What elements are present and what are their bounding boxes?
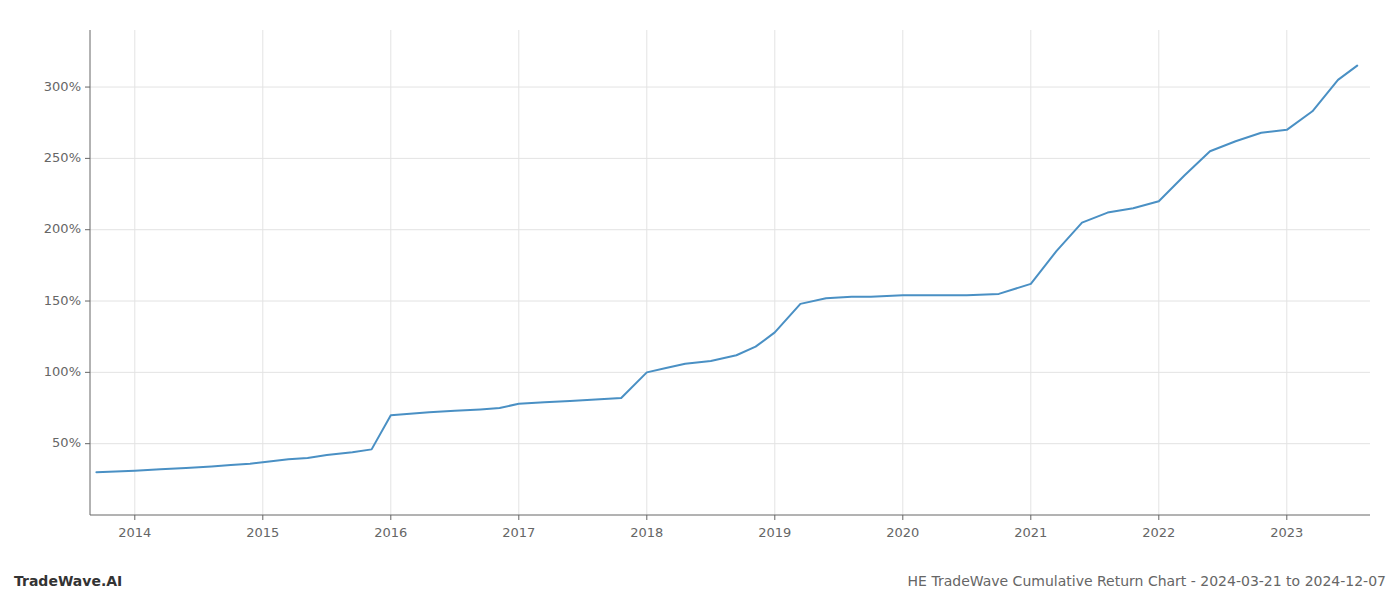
x-grid-line xyxy=(646,30,647,515)
y-tick xyxy=(85,87,90,88)
y-tick xyxy=(85,301,90,302)
page: {"chart_data": { "type": "line", "title"… xyxy=(0,0,1400,600)
x-grid-line xyxy=(774,30,775,515)
y-grid-line xyxy=(90,229,1370,230)
x-tick-label: 2017 xyxy=(502,525,535,540)
x-tick xyxy=(1158,515,1159,520)
y-tick-label: 50% xyxy=(52,435,81,450)
y-grid-line xyxy=(90,87,1370,88)
plot-area xyxy=(96,66,1357,473)
x-tick-label: 2023 xyxy=(1270,525,1303,540)
y-grid-line xyxy=(90,443,1370,444)
axes: 50% 100% 150% 200% 250% 300% 2014 2015 2016 2017 2… xyxy=(44,30,1370,540)
x-tick xyxy=(774,515,775,520)
x-tick-label: 2019 xyxy=(758,525,791,540)
y-grid-line xyxy=(90,372,1370,373)
y-tick xyxy=(85,372,90,373)
x-tick-label: 2016 xyxy=(374,525,407,540)
texts: TradeWave.AI HE TradeWave Cumulative Retu… xyxy=(14,573,1386,589)
y-tick-label: 250% xyxy=(44,150,81,165)
chart: 50% 100% 150% 200% 250% 300% 2014 2015 2016 2017 2… xyxy=(0,0,1400,600)
x-tick xyxy=(1030,515,1031,520)
x-grid-line xyxy=(262,30,263,515)
x-grid-line xyxy=(1158,30,1159,515)
x-axis-line xyxy=(90,515,1370,516)
x-tick-label: 2020 xyxy=(886,525,919,540)
x-tick xyxy=(262,515,263,520)
x-tick-label: 2015 xyxy=(246,525,279,540)
y-tick-label: 100% xyxy=(44,364,81,379)
x-grid-line xyxy=(390,30,391,515)
y-tick xyxy=(85,229,90,230)
return-line xyxy=(96,66,1357,473)
y-grid-line xyxy=(90,301,1370,302)
title: HE TradeWave Cumulative Return Chart - 2… xyxy=(908,573,1386,589)
x-tick-label: 2022 xyxy=(1142,525,1175,540)
y-tick-label: 200% xyxy=(44,221,81,236)
x-grid-line xyxy=(902,30,903,515)
y-tick xyxy=(85,158,90,159)
y-tick xyxy=(85,443,90,444)
y-axis-line xyxy=(90,30,91,515)
x-grid-line xyxy=(1030,30,1031,515)
x-tick-label: 2021 xyxy=(1014,525,1047,540)
x-tick xyxy=(134,515,135,520)
x-tick xyxy=(646,515,647,520)
x-tick xyxy=(1286,515,1287,520)
x-tick-label: 2018 xyxy=(630,525,663,540)
x-tick xyxy=(518,515,519,520)
x-grid-line xyxy=(134,30,135,515)
x-tick xyxy=(902,515,903,520)
grid xyxy=(90,30,1370,515)
x-grid-line xyxy=(518,30,519,515)
x-grid-line xyxy=(1286,30,1287,515)
y-tick-label: 150% xyxy=(44,293,81,308)
watermark: TradeWave.AI xyxy=(14,573,122,589)
x-tick xyxy=(390,515,391,520)
y-grid-line xyxy=(90,158,1370,159)
x-tick-label: 2014 xyxy=(118,525,151,540)
y-tick-label: 300% xyxy=(44,79,81,94)
